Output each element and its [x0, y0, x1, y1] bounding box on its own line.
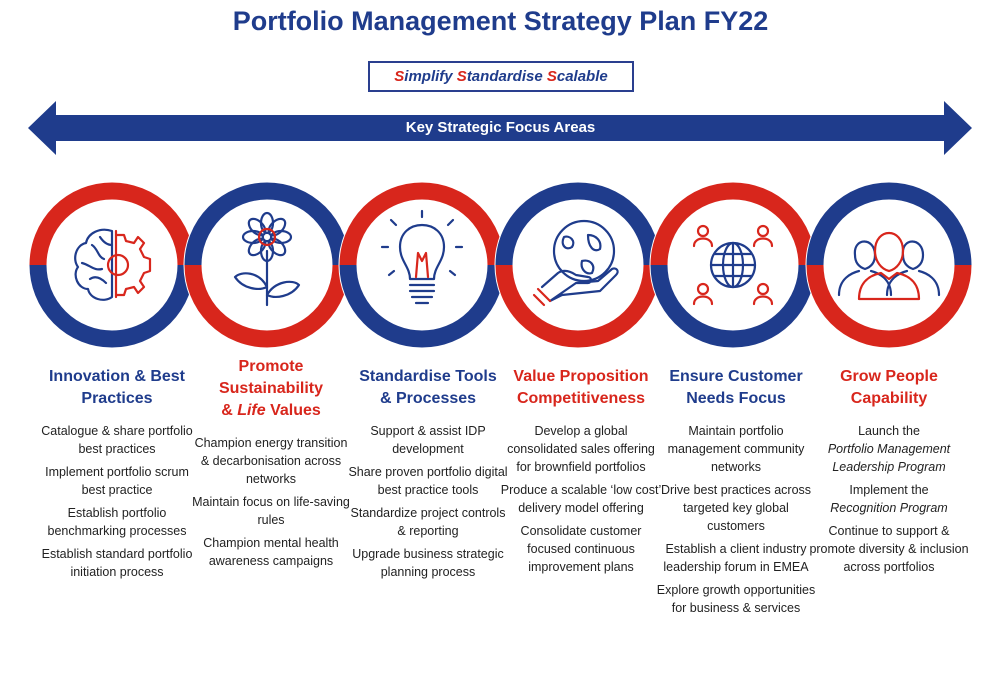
focus-ring-6: [805, 181, 973, 349]
people-group-icon: [837, 232, 941, 301]
focus-area-item: Develop a global consolidated sales offe…: [507, 424, 655, 474]
focus-ring-3: [338, 181, 506, 349]
focus-area-item: Consolidate customer focused continuous …: [520, 524, 642, 574]
focus-area-item: Catalogue & share portfolio best practic…: [41, 424, 193, 456]
focus-area-heading: Value Proposition Competitiveness: [513, 368, 649, 407]
focus-area-6: Grow People Capability Launch the Portfolio…: [808, 366, 970, 581]
double-arrow-banner: [28, 101, 972, 155]
tagline-word-3: Scalable: [546, 68, 608, 85]
focus-area-item: Explore growth opportunities for busines…: [656, 583, 816, 615]
focus-area-1: Innovation & Best Practices Catalogue & sh…: [36, 366, 198, 586]
focus-area-item: Produce a scalable ‘low cost’ delivery m…: [500, 483, 662, 515]
globe-hand-icon: [532, 219, 619, 307]
focus-area-item: Champion mental health awareness campaig…: [203, 536, 339, 568]
focus-area-heading: Innovation & Best Practices: [48, 368, 185, 407]
tagline-word-2: Standardise: [456, 68, 543, 85]
focus-area-heading: Promote Sustainability & Life Values: [218, 358, 324, 419]
focus-area-3: Standardise Tools & Processes Support & as…: [347, 366, 509, 586]
focus-area-rings: [28, 181, 973, 349]
focus-area-item: Champion energy transition & decarbonisa…: [194, 436, 348, 486]
tagline-word-1: Simplify: [394, 68, 453, 85]
focus-area-2: Promote Sustainability & Life Values Champi…: [190, 356, 352, 575]
focus-area-item: Implement the Recognition Program: [830, 483, 948, 515]
focus-area-item: Share proven portfolio digital best prac…: [348, 465, 508, 497]
globe-people-icon: [692, 224, 774, 306]
focus-area-item: Upgrade business strategic planning proc…: [352, 547, 504, 579]
flower-icon: [233, 211, 301, 307]
focus-area-item: Establish portfolio benchmarking process…: [47, 506, 187, 538]
lightbulb-icon: [380, 209, 464, 305]
focus-area-item: Maintain portfolio management community …: [667, 424, 805, 474]
focus-area-item: Drive best practices across targeted key…: [660, 483, 812, 533]
focus-area-item: Launch the Portfolio Management Leadershi…: [827, 424, 951, 474]
focus-area-item: Continue to support & promote diversity …: [809, 524, 969, 574]
page-title: Portfolio Management Strategy Plan FY22: [232, 6, 769, 36]
focus-area-4: Value Proposition Competitiveness Develop …: [500, 366, 662, 581]
focus-area-5: Ensure Customer Needs Focus Maintain portf…: [655, 366, 817, 622]
brain-gear-icon: [74, 228, 152, 301]
focus-area-item: Establish a client industry leadership f…: [663, 542, 809, 574]
focus-area-item: Support & assist IDP development: [370, 424, 486, 456]
focus-area-heading: Ensure Customer Needs Focus: [669, 368, 803, 407]
focus-area-item: Maintain focus on life-saving rules: [192, 495, 350, 527]
focus-area-heading: Standardise Tools & Processes: [359, 368, 497, 407]
tagline-box: Simplify Standardise Scalable: [368, 61, 634, 92]
focus-area-item: Standardize project controls & reporting: [350, 506, 506, 538]
focus-area-heading: Grow People Capability: [840, 368, 938, 407]
focus-ring-4: [494, 181, 662, 349]
focus-banner-label: Key Strategic Focus Areas: [405, 119, 596, 136]
focus-area-item: Establish standard portfolio initiation …: [41, 547, 193, 579]
focus-area-item: Implement portfolio scrum best practice: [45, 465, 189, 497]
